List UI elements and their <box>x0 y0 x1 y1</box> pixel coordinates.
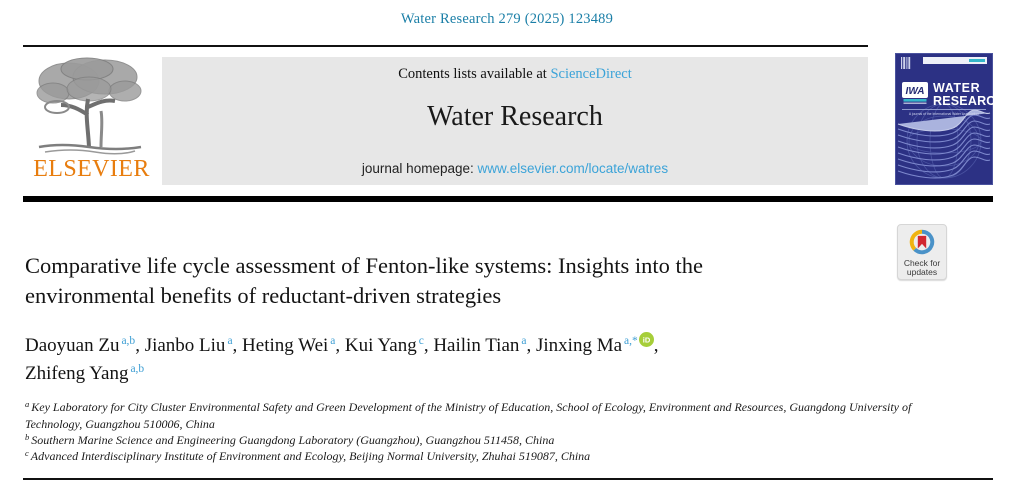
cover-title-line2: RESEARCH <box>933 94 993 108</box>
journal-citation: Water Research 279 (2025) 123489 <box>400 11 614 27</box>
author-name: Kui Yang <box>344 335 417 356</box>
svg-text:IWA: IWA <box>906 86 925 97</box>
author-affil-sup: a <box>330 335 336 347</box>
contents-line: Contents lists available at ScienceDirec… <box>162 66 868 83</box>
elsevier-logo: ELSEVIER <box>25 55 158 185</box>
author-name: Jianbo Liu <box>144 335 226 356</box>
check-for-updates-badge[interactable]: Check for updates <box>897 224 947 280</box>
cover-title-line1: WATER <box>933 81 980 95</box>
author-name: Hailin Tian <box>433 335 520 356</box>
affiliation-text: Southern Marine Science and Engineering … <box>31 432 555 447</box>
author-row-1: Daoyuan Zu a,b, Jianbo Liu a, Heting Wei a,… <box>25 332 659 361</box>
article-title-line2: environmental benefits of reductant-driv… <box>25 283 502 308</box>
journal-cover-thumbnail[interactable]: IWA WATER RESEARCH A journal of the Inte… <box>895 53 1005 185</box>
article-title-line1: Comparative life cycle assessment of Fen… <box>25 253 703 278</box>
elsevier-wordmark: ELSEVIER <box>33 156 150 182</box>
author-affil-sup: c <box>418 335 424 347</box>
author-separator: , <box>423 335 434 356</box>
badge-label-line1: Check for <box>903 257 941 268</box>
author-list: Daoyuan Zu a,b, Jianbo Liu a, Heting Wei a,… <box>25 332 659 389</box>
affiliation-marker: c <box>25 448 29 459</box>
affiliation-text: Advanced Interdisciplinary Institute of … <box>30 449 591 464</box>
badge-label-line2: updates <box>906 267 938 277</box>
author-name: Jinxing Ma <box>536 335 623 356</box>
article-title: Comparative life cycle assessment of Fen… <box>25 251 905 311</box>
affiliation-item: c Advanced Interdisciplinary Institute of… <box>25 448 967 466</box>
author-separator: , <box>526 335 536 356</box>
svg-text:iD: iD <box>643 336 651 345</box>
homepage-line: journal homepage: www.elsevier.com/locat… <box>162 161 868 176</box>
author-separator: , <box>653 335 659 356</box>
sciencedirect-link[interactable]: ScienceDirect <box>550 66 632 82</box>
author-affil-sup: a,b <box>130 363 145 375</box>
homepage-prefix: journal homepage: <box>361 161 478 176</box>
author-separator: , <box>232 335 243 356</box>
author-separator: , <box>135 335 145 356</box>
author-affil-sup: a <box>227 335 233 347</box>
section-divider-bar <box>23 196 993 202</box>
affiliation-list: a Key Laboratory for City Cluster Environ… <box>25 399 967 466</box>
affiliation-item: b Southern Marine Science and Engineering… <box>25 431 967 450</box>
bottom-rule <box>23 478 993 480</box>
affiliation-item: a Key Laboratory for City Cluster Environ… <box>25 399 967 433</box>
cover-issn-bar <box>923 57 987 64</box>
contents-prefix: Contents lists available at <box>398 66 551 82</box>
author-affil-sup: a,* <box>624 335 638 347</box>
author-affil-sup: a,b <box>121 335 136 347</box>
cover-wave-pattern <box>897 109 991 179</box>
author-row-2: Zhifeng Yang a,b <box>25 361 659 389</box>
author-name: Heting Wei <box>242 335 329 356</box>
affiliation-marker: a <box>25 399 30 409</box>
top-rule <box>23 45 868 47</box>
journal-name: Water Research <box>427 101 603 132</box>
elsevier-tree-icon <box>36 57 142 155</box>
author-separator: , <box>335 335 345 356</box>
crossmark-icon <box>909 229 935 255</box>
affiliation-marker: b <box>25 431 30 442</box>
orcid-icon[interactable]: iD <box>638 329 654 355</box>
cover-barcode-mark <box>901 57 911 69</box>
cover-tagline: A journal of the International Water Ass… <box>909 112 979 116</box>
author-name: Zhifeng Yang <box>25 363 129 384</box>
journal-masthead: Contents lists available at ScienceDirec… <box>162 57 868 185</box>
affiliation-text: Key Laboratory for City Cluster Environm… <box>25 400 912 431</box>
iwa-logo: IWA <box>902 82 928 104</box>
author-name: Daoyuan Zu <box>25 335 120 356</box>
homepage-url-link[interactable]: www.elsevier.com/locate/watres <box>477 161 669 176</box>
author-affil-sup: a <box>521 335 527 347</box>
